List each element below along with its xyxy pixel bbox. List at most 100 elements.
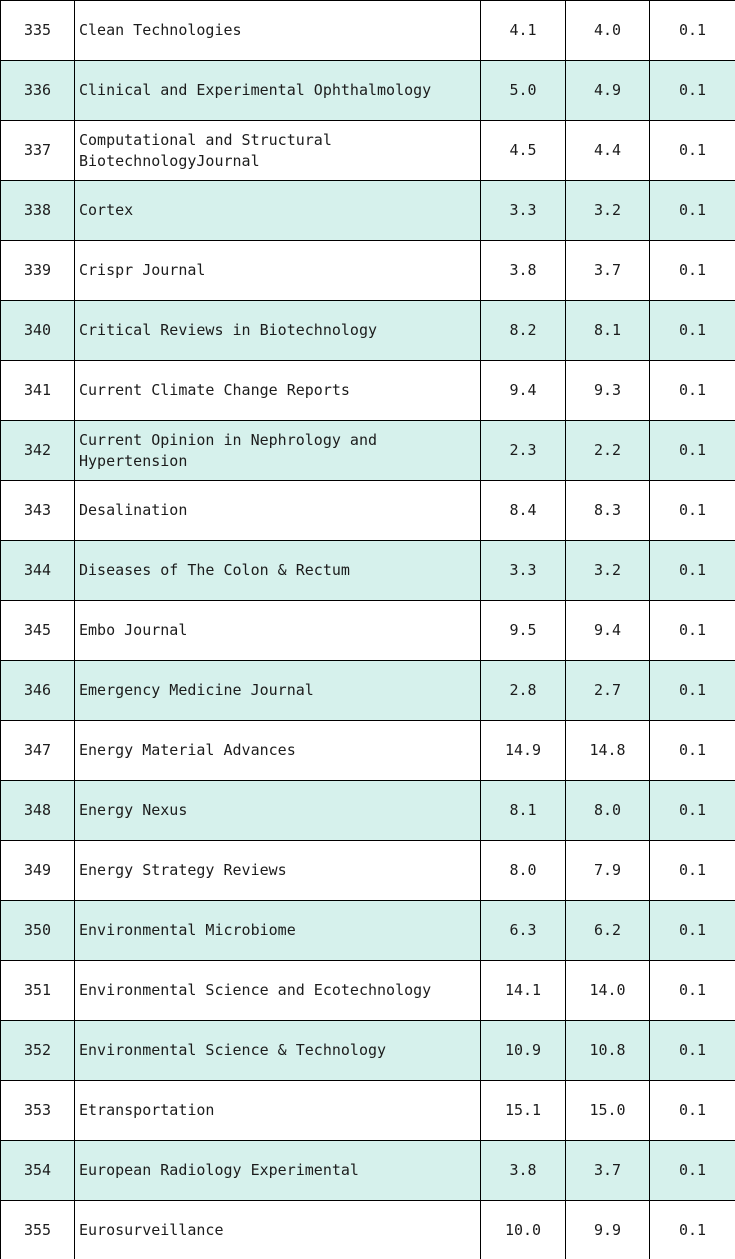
metric-previous-cell: 9.4 bbox=[565, 600, 650, 661]
row-number-cell: 341 bbox=[0, 360, 75, 421]
metric-current-cell: 3.3 bbox=[480, 540, 566, 601]
metric-change-cell: 0.1 bbox=[649, 660, 735, 721]
table-row: 344 Diseases of The Colon & Rectum 3.3 3.2 0… bbox=[0, 540, 735, 601]
table-row: 342 Current Opinion in Nephrology and Hyp… bbox=[0, 420, 735, 481]
journal-name-cell: Desalination bbox=[74, 480, 481, 541]
table-row: 341 Current Climate Change Reports 9.4 9.3 0… bbox=[0, 360, 735, 421]
table-row: 353 Etransportation 15.1 15.0 0.1 bbox=[0, 1080, 735, 1141]
metric-change-cell: 0.1 bbox=[649, 0, 735, 61]
metric-change-cell: 0.1 bbox=[649, 780, 735, 841]
metric-current-cell: 8.1 bbox=[480, 780, 566, 841]
table-row: 338 Cortex 3.3 3.2 0.1 bbox=[0, 180, 735, 241]
row-number-cell: 335 bbox=[0, 0, 75, 61]
row-number-cell: 345 bbox=[0, 600, 75, 661]
metric-change-cell: 0.1 bbox=[649, 900, 735, 961]
metric-change-cell: 0.1 bbox=[649, 420, 735, 481]
table-row: 343 Desalination 8.4 8.3 0.1 bbox=[0, 480, 735, 541]
row-number-cell: 337 bbox=[0, 120, 75, 181]
table-row: 337 Computational and Structural Biotechn… bbox=[0, 120, 735, 181]
metric-change-cell: 0.1 bbox=[649, 1020, 735, 1081]
journal-name-cell: Current Opinion in Nephrology and Hypert… bbox=[74, 420, 481, 481]
metric-current-cell: 2.3 bbox=[480, 420, 566, 481]
metric-current-cell: 3.3 bbox=[480, 180, 566, 241]
metric-current-cell: 8.4 bbox=[480, 480, 566, 541]
metric-previous-cell: 8.0 bbox=[565, 780, 650, 841]
metric-previous-cell: 6.2 bbox=[565, 900, 650, 961]
metric-previous-cell: 8.3 bbox=[565, 480, 650, 541]
table-row: 346 Emergency Medicine Journal 2.8 2.7 0.1 bbox=[0, 660, 735, 721]
metric-current-cell: 2.8 bbox=[480, 660, 566, 721]
journal-name-cell: Eurosurveillance bbox=[74, 1200, 481, 1259]
metric-current-cell: 10.9 bbox=[480, 1020, 566, 1081]
metric-current-cell: 3.8 bbox=[480, 1140, 566, 1201]
journal-name-cell: Cortex bbox=[74, 180, 481, 241]
row-number-cell: 354 bbox=[0, 1140, 75, 1201]
row-number-cell: 352 bbox=[0, 1020, 75, 1081]
metric-previous-cell: 7.9 bbox=[565, 840, 650, 901]
table-row: 340 Critical Reviews in Biotechnology 8.2 8… bbox=[0, 300, 735, 361]
row-number-cell: 351 bbox=[0, 960, 75, 1021]
row-number-cell: 353 bbox=[0, 1080, 75, 1141]
metric-change-cell: 0.1 bbox=[649, 180, 735, 241]
row-number-cell: 342 bbox=[0, 420, 75, 481]
metric-previous-cell: 3.2 bbox=[565, 540, 650, 601]
metric-current-cell: 9.5 bbox=[480, 600, 566, 661]
metric-previous-cell: 4.0 bbox=[565, 0, 650, 61]
journal-name-cell: Emergency Medicine Journal bbox=[74, 660, 481, 721]
metric-previous-cell: 3.7 bbox=[565, 240, 650, 301]
row-number-cell: 344 bbox=[0, 540, 75, 601]
row-number-cell: 336 bbox=[0, 60, 75, 121]
row-number-cell: 346 bbox=[0, 660, 75, 721]
journal-name-cell: Energy Strategy Reviews bbox=[74, 840, 481, 901]
metric-current-cell: 10.0 bbox=[480, 1200, 566, 1259]
metric-previous-cell: 14.8 bbox=[565, 720, 650, 781]
journal-name-cell: Current Climate Change Reports bbox=[74, 360, 481, 421]
metric-current-cell: 14.1 bbox=[480, 960, 566, 1021]
metric-current-cell: 4.5 bbox=[480, 120, 566, 181]
metric-change-cell: 0.1 bbox=[649, 1200, 735, 1259]
row-number-cell: 350 bbox=[0, 900, 75, 961]
metric-previous-cell: 4.4 bbox=[565, 120, 650, 181]
metric-current-cell: 8.0 bbox=[480, 840, 566, 901]
metric-current-cell: 4.1 bbox=[480, 0, 566, 61]
metric-previous-cell: 2.2 bbox=[565, 420, 650, 481]
journal-name-cell: Environmental Science & Technology bbox=[74, 1020, 481, 1081]
table-row: 335 Clean Technologies 4.1 4.0 0.1 bbox=[0, 0, 735, 61]
metric-change-cell: 0.1 bbox=[649, 960, 735, 1021]
table-row: 350 Environmental Microbiome 6.3 6.2 0.1 bbox=[0, 900, 735, 961]
metric-previous-cell: 3.7 bbox=[565, 1140, 650, 1201]
table-row: 347 Energy Material Advances 14.9 14.8 0.1 bbox=[0, 720, 735, 781]
metric-current-cell: 3.8 bbox=[480, 240, 566, 301]
metric-change-cell: 0.1 bbox=[649, 1080, 735, 1141]
metric-change-cell: 0.1 bbox=[649, 240, 735, 301]
journal-name-cell: Clean Technologies bbox=[74, 0, 481, 61]
table-row: 355 Eurosurveillance 10.0 9.9 0.1 bbox=[0, 1200, 735, 1259]
metric-change-cell: 0.1 bbox=[649, 1140, 735, 1201]
row-number-cell: 355 bbox=[0, 1200, 75, 1259]
row-number-cell: 347 bbox=[0, 720, 75, 781]
metric-current-cell: 8.2 bbox=[480, 300, 566, 361]
journal-name-cell: Environmental Microbiome bbox=[74, 900, 481, 961]
metric-current-cell: 15.1 bbox=[480, 1080, 566, 1141]
journal-name-cell: Crispr Journal bbox=[74, 240, 481, 301]
metric-change-cell: 0.1 bbox=[649, 600, 735, 661]
metric-previous-cell: 4.9 bbox=[565, 60, 650, 121]
table-row: 345 Embo Journal 9.5 9.4 0.1 bbox=[0, 600, 735, 661]
journal-name-cell: Critical Reviews in Biotechnology bbox=[74, 300, 481, 361]
table-row: 351 Environmental Science and Ecotechnolo… bbox=[0, 960, 735, 1021]
table-row: 349 Energy Strategy Reviews 8.0 7.9 0.1 bbox=[0, 840, 735, 901]
metric-current-cell: 6.3 bbox=[480, 900, 566, 961]
table-row: 354 European Radiology Experimental 3.8 3.7… bbox=[0, 1140, 735, 1201]
metric-change-cell: 0.1 bbox=[649, 300, 735, 361]
metric-previous-cell: 9.9 bbox=[565, 1200, 650, 1259]
table-row: 348 Energy Nexus 8.1 8.0 0.1 bbox=[0, 780, 735, 841]
journal-name-cell: Environmental Science and Ecotechnology bbox=[74, 960, 481, 1021]
metric-previous-cell: 15.0 bbox=[565, 1080, 650, 1141]
metric-previous-cell: 3.2 bbox=[565, 180, 650, 241]
row-number-cell: 340 bbox=[0, 300, 75, 361]
journal-name-cell: Clinical and Experimental Ophthalmology bbox=[74, 60, 481, 121]
table-row: 352 Environmental Science & Technology 10.… bbox=[0, 1020, 735, 1081]
